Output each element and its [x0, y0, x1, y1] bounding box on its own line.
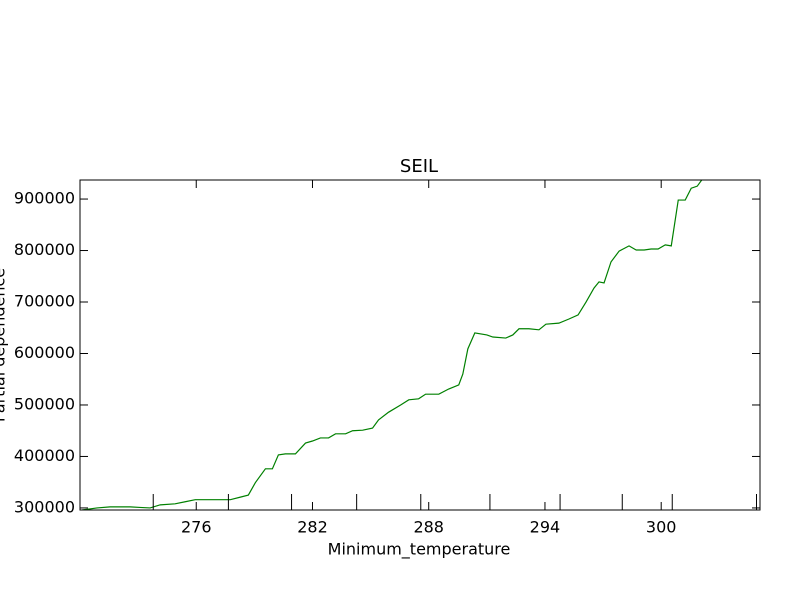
y-tick-label: 600000 [14, 343, 75, 362]
x-tick-label: 282 [297, 518, 328, 537]
axes-frame [79, 179, 761, 511]
plot-area [81, 180, 703, 510]
data-line [81, 180, 703, 510]
x-tick-label: 288 [413, 518, 444, 537]
y-tick-label: 400000 [14, 446, 75, 465]
y-tick-label: 300000 [14, 497, 75, 516]
x-axis-label: Minimum_temperature [328, 540, 511, 560]
x-tick-label: 276 [181, 518, 212, 537]
chart-title: SEIL [400, 156, 438, 177]
y-tick-label: 900000 [14, 189, 75, 208]
y-tick-label: 700000 [14, 292, 75, 311]
y-tick-label: 500000 [14, 394, 75, 413]
y-axis-label: Partial dependence [0, 268, 9, 422]
x-tick-label: 294 [530, 518, 561, 537]
y-tick-label: 800000 [14, 240, 75, 259]
x-tick-label: 300 [646, 518, 677, 537]
